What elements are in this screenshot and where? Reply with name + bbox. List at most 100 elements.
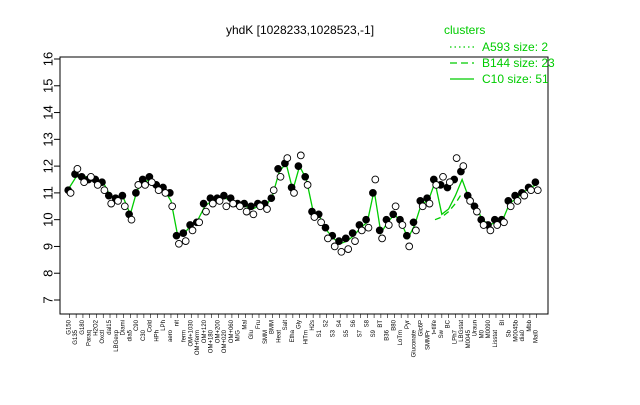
data-point-filled xyxy=(409,218,418,227)
data-point-open xyxy=(134,181,143,189)
data-point-open xyxy=(418,202,427,211)
data-point-open xyxy=(439,172,447,181)
x-tick-label: G135 xyxy=(73,329,79,344)
x-tick-label: dal15 xyxy=(107,319,113,334)
data-point-open xyxy=(432,181,441,189)
data-point-open xyxy=(66,189,75,197)
x-tick-label: Diami xyxy=(121,320,127,335)
series-lines xyxy=(68,162,537,245)
x-tick-label: SMM xyxy=(263,330,269,344)
data-point-open xyxy=(310,213,319,221)
data-point-open xyxy=(459,162,468,170)
data-point-open xyxy=(100,186,109,195)
data-point-open xyxy=(161,189,170,197)
data-point-open xyxy=(398,221,407,229)
data-point-filled xyxy=(321,223,330,232)
x-axis: G150G135G180ParaqH2O2Oxctldal15LBGexpDia… xyxy=(66,314,540,357)
x-tick-label: LPh xyxy=(161,320,167,331)
data-point-open xyxy=(391,202,400,211)
data-point-open xyxy=(303,181,312,189)
x-tick-label: Etha xyxy=(290,329,296,342)
x-tick-label: Oxctl xyxy=(100,330,106,344)
data-point-open xyxy=(73,164,82,173)
data-point-open xyxy=(168,202,177,211)
y-tick-label: 14 xyxy=(41,105,56,119)
data-point-open xyxy=(242,207,251,216)
data-point-open xyxy=(195,218,204,227)
x-tick-label: S6 xyxy=(351,319,357,327)
data-point-open xyxy=(290,189,298,197)
data-point-open xyxy=(452,154,461,162)
x-tick-label: OM+1030 xyxy=(188,319,194,346)
x-tick-label: OM+060 xyxy=(229,319,235,343)
x-tick-label: Mal0 xyxy=(534,329,540,343)
data-point-open xyxy=(141,181,149,189)
data-point-open xyxy=(378,234,386,243)
x-tick-label: Mbb xyxy=(527,319,533,331)
data-point-filled xyxy=(199,199,208,208)
x-tick-label: C90 xyxy=(134,319,140,331)
data-point-open xyxy=(269,186,278,195)
y-tick-label: 9 xyxy=(41,243,56,250)
data-point-open xyxy=(479,221,488,229)
x-tick-label: S5 xyxy=(344,329,350,337)
data-point-filled xyxy=(247,202,255,211)
x-tick-label: nit xyxy=(175,320,181,327)
x-tick-label: S3 xyxy=(330,329,336,337)
x-tick-label: HPh xyxy=(154,330,160,342)
x-tick-label: M0090 xyxy=(486,319,492,338)
data-point-open xyxy=(202,207,210,216)
data-point-filled xyxy=(389,210,398,219)
x-tick-label: Lisstat xyxy=(493,330,499,348)
x-tick-label: G150 xyxy=(66,319,72,334)
data-point-open xyxy=(412,226,420,235)
data-point-open xyxy=(533,186,542,195)
x-tick-label: BI xyxy=(500,320,506,326)
data-point-filled xyxy=(531,178,540,187)
x-tick-label: Gluconate xyxy=(412,329,418,357)
data-point-filled xyxy=(172,231,181,240)
x-tick-label: BMM xyxy=(270,320,276,334)
data-point-open xyxy=(500,218,508,227)
data-point-open xyxy=(263,205,271,213)
x-tick-label: OM+120 xyxy=(202,319,208,343)
chart-title: yhdK [1028233,1028523,-1] xyxy=(226,23,374,37)
x-tick-label: S4 xyxy=(337,319,343,327)
y-axis: 7 8 9 10 11 12 13 14 15 16 xyxy=(41,52,60,304)
y-tick-label: 10 xyxy=(41,212,56,226)
data-point-filled xyxy=(104,191,113,200)
data-point-open xyxy=(256,202,265,211)
cluster-line-c10 xyxy=(68,162,537,245)
y-tick-label: 8 xyxy=(41,270,56,277)
y-tick-label: 11 xyxy=(41,186,56,200)
x-tick-label: HiTm xyxy=(303,330,309,344)
x-tick-label: B80 xyxy=(391,319,397,330)
data-point-open xyxy=(120,202,129,211)
data-point-filled xyxy=(348,229,357,237)
data-point-open xyxy=(181,237,190,245)
data-point-filled xyxy=(274,164,282,173)
x-tick-label: Paraq xyxy=(87,330,93,346)
plot-frame xyxy=(59,56,549,315)
data-point-open xyxy=(80,178,88,187)
legend-entry-b144: B144 size: 23 xyxy=(482,56,555,70)
x-tick-label: dia5 xyxy=(127,329,133,341)
x-tick-label: OM+200 xyxy=(215,319,221,343)
data-point-open xyxy=(445,178,454,187)
x-tick-label: OM+180 xyxy=(209,329,215,353)
data-point-open xyxy=(127,215,136,224)
x-tick-label: M0045 xyxy=(466,329,472,348)
x-tick-label: S2 xyxy=(324,319,330,327)
x-tick-label: dia0 xyxy=(520,329,526,341)
data-point-filled xyxy=(335,237,343,245)
data-point-open xyxy=(154,186,163,195)
data-point-filled xyxy=(369,189,377,197)
x-tick-label: B36 xyxy=(385,329,391,340)
x-tick-label: BT xyxy=(378,320,384,328)
x-tick-label: Glc6P xyxy=(419,320,425,336)
data-point-open xyxy=(107,199,116,208)
x-tick-label: Heat xyxy=(276,330,282,343)
x-tick-label: OM+020 xyxy=(222,329,228,353)
